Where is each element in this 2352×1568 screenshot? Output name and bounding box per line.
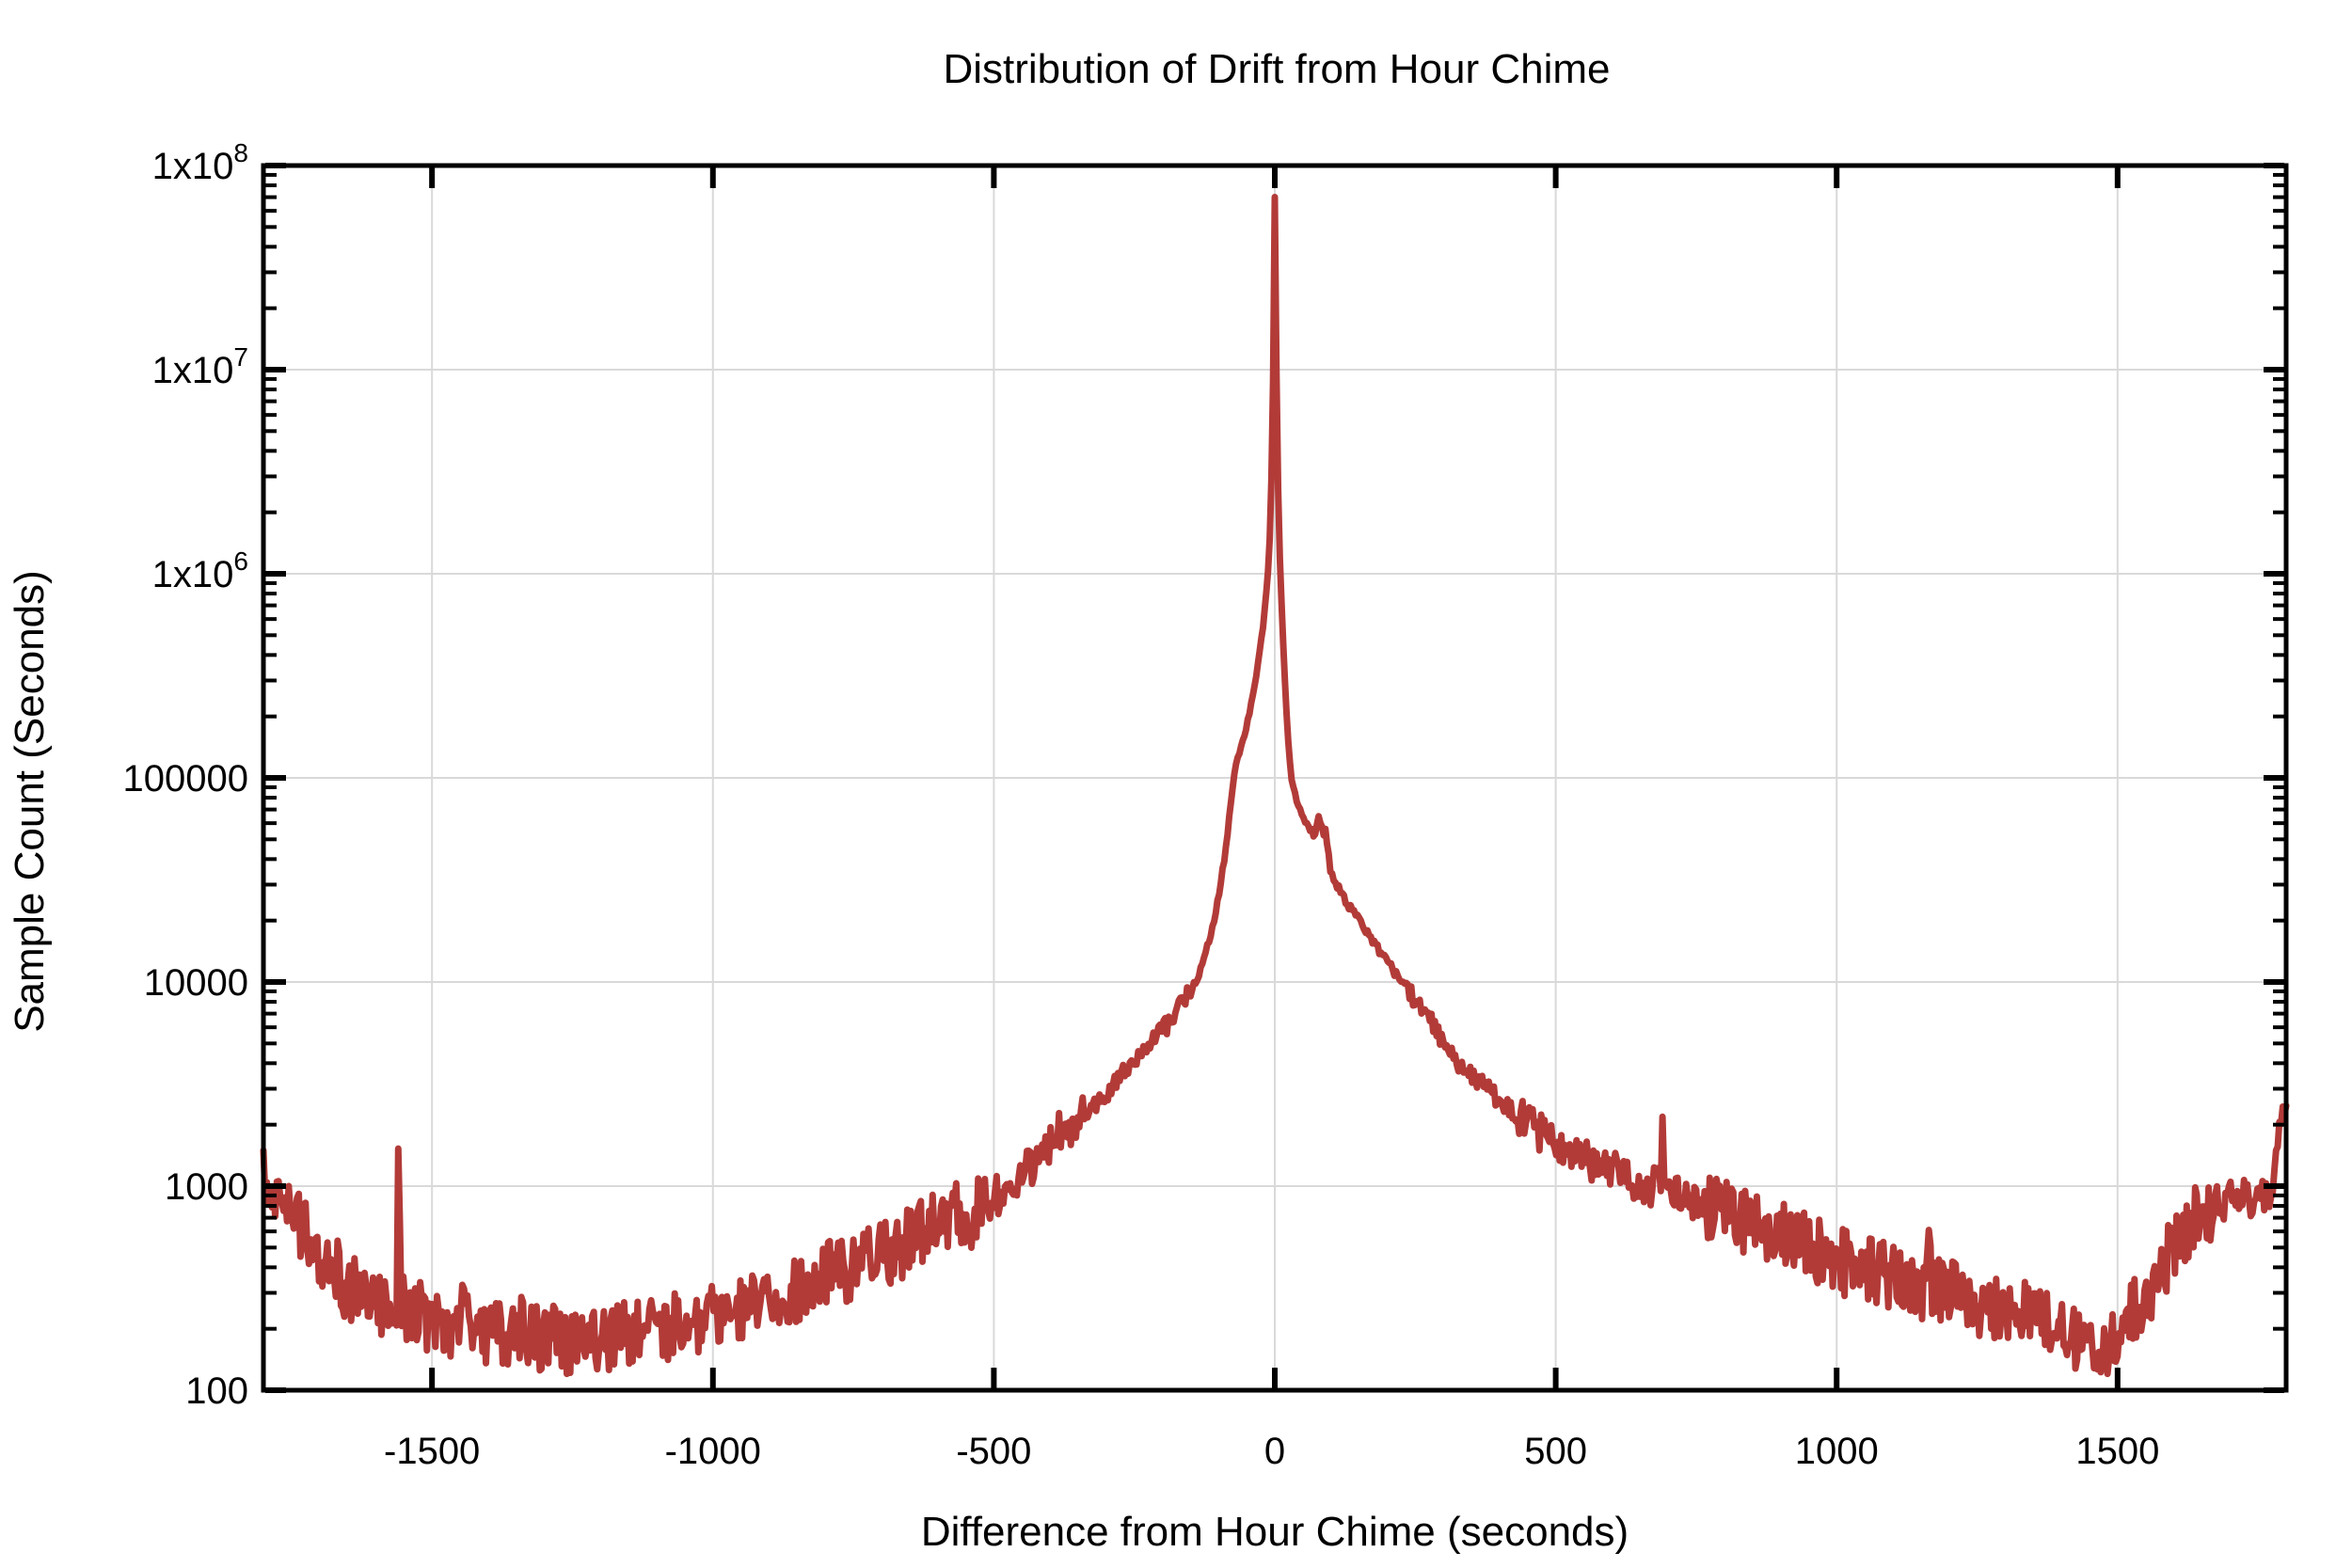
y-axis-label: Sample Count (Seconds)	[7, 570, 53, 1033]
y-tick-label: 10000	[144, 962, 248, 1004]
y-tick-label: 1x106	[152, 546, 248, 595]
plot-frame	[261, 163, 2289, 1393]
y-tick-labels-group: 100 1000 10000 100000 1x106 1x107 1x108	[123, 138, 248, 1412]
x-tick-label: -1500	[384, 1431, 480, 1472]
x-tick-label: 1000	[1795, 1431, 1879, 1472]
chart-title: Distribution of Drift from Hour Chime	[943, 46, 1610, 92]
x-tick-label: 0	[1264, 1431, 1285, 1472]
x-tick-label: 500	[1524, 1431, 1587, 1472]
data-series-line	[260, 194, 2290, 1378]
x-tick-label: 1500	[2075, 1431, 2159, 1472]
axis-ticks-group	[265, 163, 2284, 1393]
y-tick-label: 1x107	[152, 342, 248, 391]
gridlines-group	[263, 166, 2286, 1390]
x-tick-label: -500	[956, 1431, 1031, 1472]
y-tick-label: 100	[185, 1370, 248, 1412]
y-tick-label: 1000	[165, 1166, 248, 1208]
x-tick-labels-group: -1500 -1000 -500 0 500 1000 1500	[384, 1431, 2159, 1472]
y-tick-label: 1x108	[152, 138, 248, 187]
x-tick-label: -1000	[665, 1431, 761, 1472]
x-axis-label: Difference from Hour Chime (seconds)	[921, 1509, 1629, 1555]
y-tick-label: 100000	[123, 758, 248, 800]
